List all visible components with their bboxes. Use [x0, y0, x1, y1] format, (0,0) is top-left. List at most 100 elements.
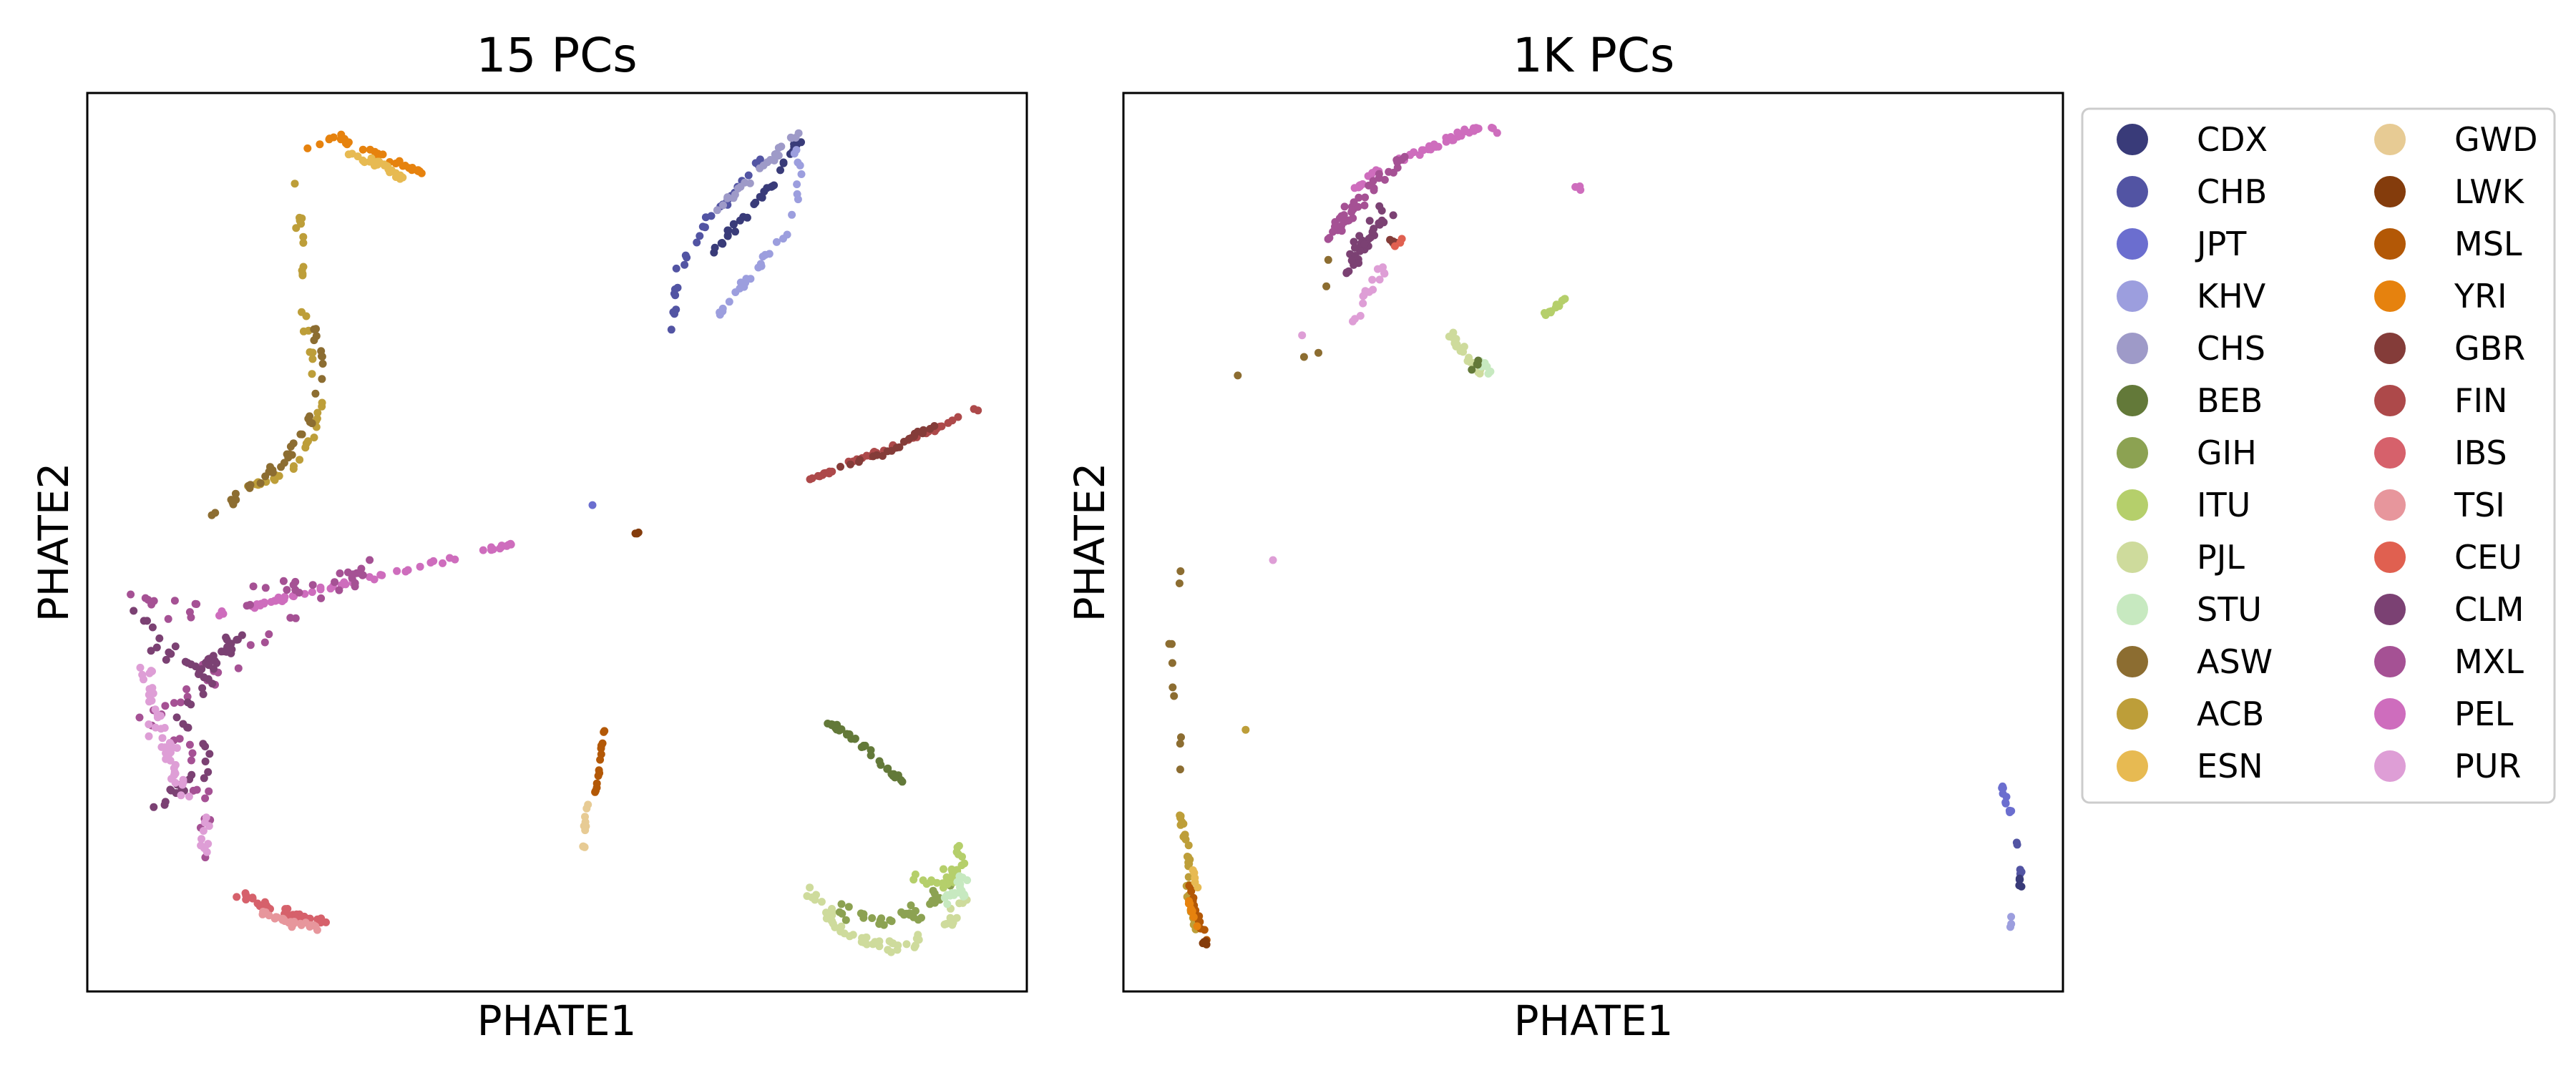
data-point-asw — [1169, 683, 1177, 692]
data-point-pur — [147, 697, 156, 705]
data-point-asw — [1299, 353, 1308, 361]
legend-marker — [2374, 698, 2406, 730]
legend-marker — [2374, 385, 2406, 416]
data-point-ceu — [1397, 235, 1406, 243]
data-point-asw — [284, 454, 293, 462]
data-point-pur — [162, 749, 170, 758]
data-point-pel — [1453, 128, 1462, 137]
data-point-pur — [147, 667, 155, 675]
data-point-asw — [1324, 255, 1332, 264]
data-point-pjl — [859, 935, 868, 944]
data-point-acb — [296, 213, 303, 222]
data-point-acb — [1180, 831, 1189, 840]
data-point-asw — [256, 479, 265, 487]
points-layer — [127, 129, 982, 956]
data-point-acb — [302, 312, 311, 320]
data-point-pjl — [827, 917, 836, 926]
data-point-esn — [1194, 883, 1202, 892]
data-point-acb — [1176, 811, 1184, 820]
legend-item-pel: PEL — [2374, 695, 2514, 733]
data-point-chs — [719, 201, 727, 210]
data-point-tsi — [272, 913, 280, 921]
legend-label: PJL — [2197, 538, 2245, 577]
data-point-asw — [312, 325, 320, 333]
data-point-clm — [191, 662, 200, 671]
data-point-clm — [200, 774, 208, 783]
data-point-chb — [698, 222, 707, 231]
data-point-msl — [592, 786, 600, 795]
data-point-acb — [298, 270, 307, 278]
legend-label: STU — [2197, 590, 2262, 629]
legend-item-yri: YRI — [2374, 277, 2507, 315]
data-point-pur — [1359, 292, 1367, 300]
data-point-tsi — [290, 918, 298, 926]
data-point-pjl — [955, 899, 964, 908]
data-point-asw — [1314, 348, 1322, 357]
data-point-mxl — [249, 582, 258, 591]
data-point-yri — [1193, 922, 1201, 931]
data-point-pel — [267, 598, 275, 606]
data-point-pur — [145, 685, 154, 693]
data-point-gbr — [905, 434, 914, 443]
data-point-cdx — [756, 192, 764, 201]
data-point-cdx — [718, 239, 726, 247]
data-point-mxl — [170, 699, 178, 707]
data-point-clm — [162, 655, 170, 664]
data-point-pur — [160, 724, 169, 732]
data-point-esn — [360, 158, 369, 167]
data-point-gih — [907, 901, 915, 910]
data-point-mxl — [1355, 193, 1363, 202]
data-point-pur — [151, 705, 160, 714]
data-point-acb — [1184, 853, 1193, 861]
data-point-asw — [1177, 733, 1185, 742]
data-point-mxl — [1345, 216, 1353, 225]
data-point-beb — [877, 760, 885, 769]
legend-marker — [2117, 594, 2148, 625]
data-point-chs — [713, 206, 721, 215]
data-point-pjl — [946, 913, 955, 922]
data-point-clm — [172, 713, 181, 722]
data-point-yri — [344, 138, 353, 147]
data-point-clm — [155, 634, 164, 642]
data-point-pjl — [840, 929, 849, 938]
data-point-pel — [256, 602, 265, 609]
legend-marker — [2374, 489, 2406, 521]
data-point-ibs — [283, 905, 292, 913]
data-point-beb — [845, 730, 854, 738]
data-point-clm — [1377, 207, 1386, 215]
data-point-chb — [2017, 868, 2026, 876]
data-point-acb — [304, 437, 312, 446]
data-point-cdx — [736, 216, 744, 225]
legend-label: IBS — [2454, 433, 2507, 472]
legend-marker — [2117, 489, 2148, 521]
legend-item-beb: BEB — [2117, 381, 2263, 420]
data-point-clm — [198, 684, 207, 692]
data-point-khv — [2006, 923, 2014, 931]
data-point-gbr — [914, 427, 922, 436]
data-point-pjl — [914, 936, 923, 944]
data-point-itu — [1547, 307, 1556, 315]
panel-1k-pcs: 1K PCs PHATE1 PHATE2 — [1065, 28, 2064, 1045]
data-point-mxl — [335, 586, 343, 594]
data-point-msl — [595, 766, 603, 775]
legend-item-clm: CLM — [2374, 590, 2524, 629]
data-point-pur — [140, 675, 147, 684]
data-point-cdx — [779, 159, 788, 167]
data-point-clm — [233, 635, 241, 644]
data-point-gih — [844, 903, 853, 911]
data-point-khv — [2007, 913, 2016, 921]
data-point-pel — [1571, 182, 1580, 191]
data-point-cdx — [751, 198, 760, 207]
data-point-pjl — [884, 946, 892, 954]
data-point-acb — [296, 456, 304, 464]
legend-item-ibs: IBS — [2374, 433, 2507, 472]
data-point-gih — [929, 886, 937, 895]
data-point-tsi — [280, 917, 289, 926]
data-point-acb — [318, 402, 326, 411]
data-point-pel — [479, 546, 487, 554]
legend-label: YRI — [2454, 277, 2507, 315]
data-point-itu — [940, 865, 947, 873]
data-point-clm — [130, 607, 138, 615]
data-point-itu — [952, 848, 961, 856]
legend-label: JPT — [2195, 225, 2247, 263]
